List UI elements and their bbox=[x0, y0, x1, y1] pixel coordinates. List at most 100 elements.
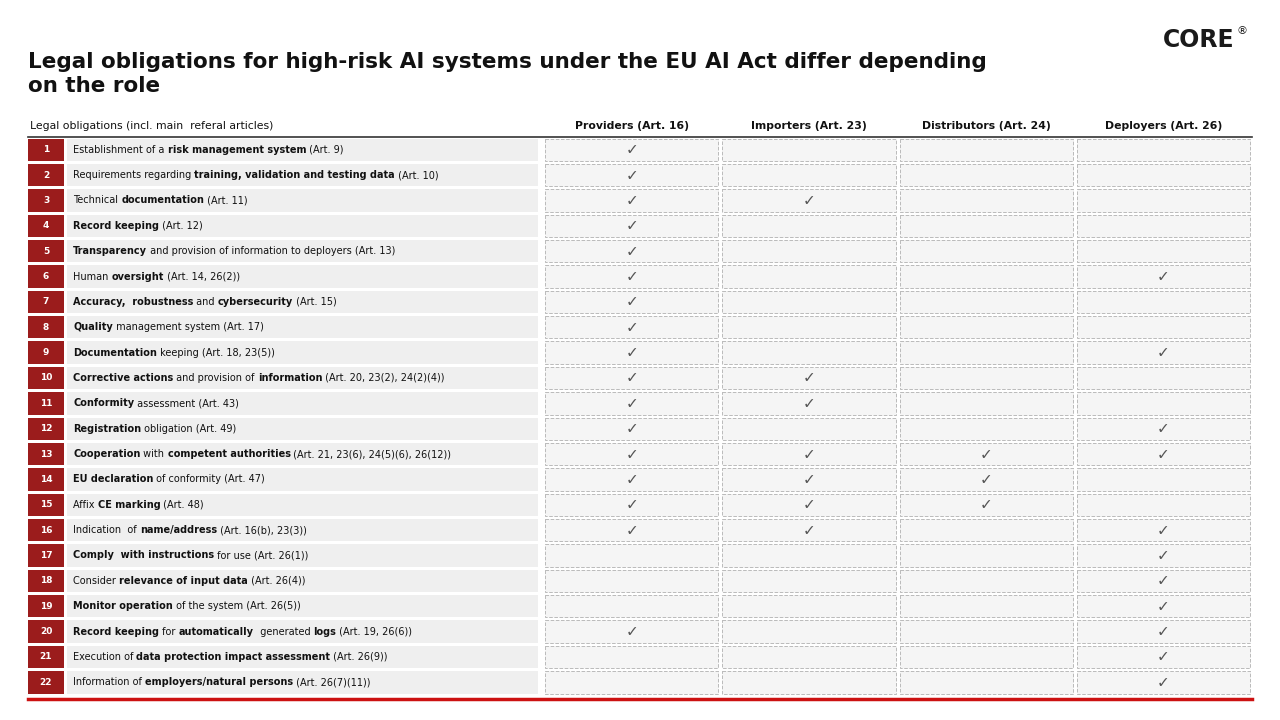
Bar bbox=[67, 215, 538, 237]
Text: automatically: automatically bbox=[178, 626, 253, 636]
Bar bbox=[67, 621, 538, 643]
Bar bbox=[67, 265, 538, 288]
Bar bbox=[28, 215, 64, 237]
Text: Comply  with instructions: Comply with instructions bbox=[73, 551, 214, 560]
FancyBboxPatch shape bbox=[722, 291, 896, 313]
Text: 19: 19 bbox=[40, 602, 52, 611]
FancyBboxPatch shape bbox=[722, 164, 896, 186]
FancyBboxPatch shape bbox=[545, 341, 718, 364]
Text: (Art. 15): (Art. 15) bbox=[293, 297, 337, 307]
Text: (Art. 14, 26(2)): (Art. 14, 26(2)) bbox=[164, 271, 241, 282]
Bar bbox=[67, 240, 538, 262]
FancyBboxPatch shape bbox=[545, 570, 718, 592]
FancyBboxPatch shape bbox=[722, 418, 896, 440]
Bar bbox=[28, 265, 64, 288]
Text: EU declaration: EU declaration bbox=[73, 474, 154, 485]
FancyBboxPatch shape bbox=[722, 646, 896, 668]
Text: CORE: CORE bbox=[1164, 28, 1235, 52]
FancyBboxPatch shape bbox=[900, 519, 1073, 541]
Text: ✓: ✓ bbox=[979, 472, 992, 487]
Bar bbox=[28, 418, 64, 440]
Bar bbox=[28, 671, 64, 693]
Bar bbox=[28, 341, 64, 364]
FancyBboxPatch shape bbox=[1076, 595, 1251, 618]
Text: 16: 16 bbox=[40, 526, 52, 535]
FancyBboxPatch shape bbox=[722, 316, 896, 338]
Text: 9: 9 bbox=[42, 348, 49, 357]
Bar bbox=[28, 544, 64, 567]
Bar bbox=[67, 443, 538, 465]
FancyBboxPatch shape bbox=[900, 494, 1073, 516]
FancyBboxPatch shape bbox=[900, 316, 1073, 338]
Text: 13: 13 bbox=[40, 449, 52, 459]
Text: ✓: ✓ bbox=[625, 421, 637, 436]
Text: competent authorities: competent authorities bbox=[168, 449, 291, 459]
Text: Record keeping: Record keeping bbox=[73, 626, 159, 636]
FancyBboxPatch shape bbox=[1076, 621, 1251, 643]
Text: and provision of information to deployers (Art. 13): and provision of information to deployer… bbox=[147, 246, 396, 256]
Text: 21: 21 bbox=[40, 652, 52, 662]
Text: 14: 14 bbox=[40, 475, 52, 484]
FancyBboxPatch shape bbox=[1076, 544, 1251, 567]
FancyBboxPatch shape bbox=[900, 265, 1073, 288]
Bar bbox=[67, 544, 538, 567]
FancyBboxPatch shape bbox=[545, 646, 718, 668]
Bar bbox=[28, 519, 64, 541]
Text: ✓: ✓ bbox=[1157, 523, 1170, 538]
Text: ✓: ✓ bbox=[803, 396, 815, 411]
FancyBboxPatch shape bbox=[1076, 341, 1251, 364]
FancyBboxPatch shape bbox=[722, 215, 896, 237]
Text: (Art. 12): (Art. 12) bbox=[159, 221, 202, 231]
Text: Corrective actions: Corrective actions bbox=[73, 373, 173, 383]
Text: documentation: documentation bbox=[122, 195, 204, 205]
Text: (Art. 11): (Art. 11) bbox=[204, 195, 247, 205]
FancyBboxPatch shape bbox=[1076, 570, 1251, 592]
FancyBboxPatch shape bbox=[900, 544, 1073, 567]
Text: ✓: ✓ bbox=[625, 446, 637, 462]
FancyBboxPatch shape bbox=[1076, 494, 1251, 516]
Text: for: for bbox=[159, 626, 178, 636]
Text: 8: 8 bbox=[42, 323, 49, 332]
Bar bbox=[67, 418, 538, 440]
FancyBboxPatch shape bbox=[1076, 418, 1251, 440]
Text: Registration: Registration bbox=[73, 423, 141, 433]
Bar bbox=[67, 595, 538, 618]
Text: relevance of input data: relevance of input data bbox=[119, 576, 248, 586]
Bar bbox=[28, 570, 64, 592]
Text: and: and bbox=[193, 297, 218, 307]
Text: ✓: ✓ bbox=[625, 345, 637, 360]
FancyBboxPatch shape bbox=[545, 443, 718, 465]
Text: CE marking: CE marking bbox=[97, 500, 160, 510]
FancyBboxPatch shape bbox=[545, 621, 718, 643]
FancyBboxPatch shape bbox=[900, 671, 1073, 693]
Text: ✓: ✓ bbox=[979, 446, 992, 462]
FancyBboxPatch shape bbox=[1076, 265, 1251, 288]
Bar bbox=[28, 468, 64, 490]
Text: Indication  of: Indication of bbox=[73, 525, 140, 535]
Text: Conformity: Conformity bbox=[73, 398, 134, 408]
Text: ✓: ✓ bbox=[625, 142, 637, 157]
Text: cybersecurity: cybersecurity bbox=[218, 297, 293, 307]
Text: 15: 15 bbox=[40, 500, 52, 509]
FancyBboxPatch shape bbox=[1076, 291, 1251, 313]
Text: for use (Art. 26(1)): for use (Art. 26(1)) bbox=[214, 551, 308, 560]
Text: ✓: ✓ bbox=[803, 472, 815, 487]
Text: on the role: on the role bbox=[28, 76, 160, 96]
Text: ✓: ✓ bbox=[625, 168, 637, 183]
Text: ✓: ✓ bbox=[625, 624, 637, 639]
FancyBboxPatch shape bbox=[722, 671, 896, 693]
Bar bbox=[67, 570, 538, 592]
Bar bbox=[67, 519, 538, 541]
Text: 3: 3 bbox=[42, 196, 49, 205]
FancyBboxPatch shape bbox=[900, 240, 1073, 262]
FancyBboxPatch shape bbox=[722, 468, 896, 490]
Bar bbox=[67, 138, 538, 161]
Text: obligation (Art. 49): obligation (Art. 49) bbox=[141, 423, 237, 433]
Text: 11: 11 bbox=[40, 399, 52, 408]
Text: Execution of: Execution of bbox=[73, 652, 137, 662]
Bar bbox=[28, 138, 64, 161]
FancyBboxPatch shape bbox=[722, 544, 896, 567]
FancyBboxPatch shape bbox=[722, 189, 896, 212]
Text: ✓: ✓ bbox=[1157, 649, 1170, 665]
FancyBboxPatch shape bbox=[1076, 164, 1251, 186]
